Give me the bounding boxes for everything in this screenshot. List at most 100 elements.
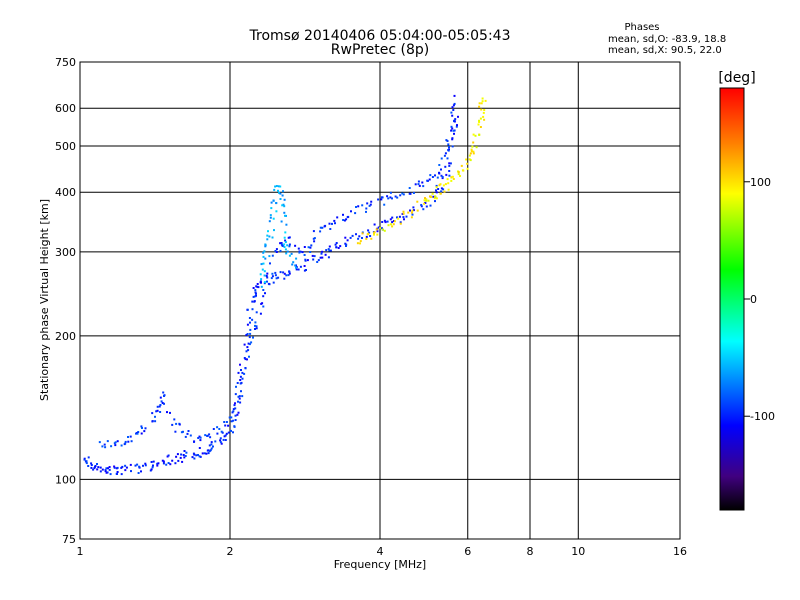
- data-point: [273, 229, 275, 232]
- data-point: [283, 236, 286, 239]
- data-point: [175, 422, 178, 425]
- data-point: [252, 295, 255, 298]
- data-point: [411, 209, 414, 212]
- data-point: [173, 418, 176, 421]
- x-tick-label: 4: [377, 545, 384, 558]
- data-point: [206, 449, 209, 452]
- data-point: [456, 124, 458, 127]
- data-point: [438, 164, 441, 166]
- data-point: [181, 460, 184, 463]
- data-point: [250, 341, 253, 344]
- data-point: [108, 468, 111, 471]
- data-point: [432, 195, 435, 198]
- data-point: [478, 105, 481, 108]
- data-point: [255, 292, 257, 295]
- data-point: [386, 195, 389, 198]
- data-point: [453, 102, 456, 105]
- data-point: [201, 452, 204, 455]
- data-point: [244, 367, 247, 370]
- stats-header: Phases: [624, 22, 659, 33]
- x-axis-label: Frequency [MHz]: [334, 558, 426, 571]
- data-point: [262, 251, 265, 254]
- data-point: [156, 464, 159, 467]
- data-point: [125, 466, 128, 469]
- data-point: [401, 213, 404, 215]
- data-point: [267, 230, 269, 233]
- data-point: [280, 242, 283, 244]
- data-point: [319, 256, 322, 259]
- data-point: [135, 432, 137, 435]
- data-point: [391, 225, 394, 228]
- data-point: [441, 176, 444, 178]
- data-point: [241, 377, 244, 380]
- data-point: [457, 171, 460, 174]
- data-point: [230, 416, 233, 419]
- data-point: [424, 202, 427, 204]
- data-point: [410, 216, 413, 219]
- data-point: [287, 274, 290, 277]
- data-point: [230, 429, 232, 432]
- data-point: [297, 247, 300, 250]
- data-point: [324, 224, 327, 227]
- data-point: [381, 221, 384, 223]
- data-point: [292, 261, 295, 264]
- data-point: [387, 197, 390, 200]
- data-point: [365, 210, 367, 213]
- data-point: [90, 466, 93, 469]
- data-point: [327, 256, 330, 259]
- data-point: [174, 462, 177, 465]
- data-point: [199, 436, 202, 439]
- data-point: [481, 100, 484, 103]
- data-point: [435, 189, 437, 192]
- data-point: [185, 451, 188, 454]
- data-point: [376, 233, 379, 236]
- data-point: [101, 468, 104, 471]
- data-point: [141, 427, 143, 429]
- stats-o: mean, sd,O: -83.9, 18.8: [608, 34, 726, 45]
- data-point: [452, 178, 455, 180]
- data-point: [440, 174, 443, 177]
- data-point: [447, 182, 450, 185]
- data-point: [224, 424, 227, 427]
- data-point: [344, 236, 347, 239]
- data-point: [284, 248, 287, 251]
- data-point: [191, 456, 194, 459]
- data-point: [279, 271, 282, 274]
- colorbar: [719, 87, 745, 511]
- data-point: [207, 452, 210, 455]
- data-point: [87, 456, 90, 459]
- data-point: [260, 263, 263, 266]
- data-point: [439, 183, 442, 186]
- data-point: [484, 99, 487, 102]
- data-point: [264, 243, 267, 246]
- data-point: [183, 456, 186, 459]
- data-point: [274, 250, 277, 252]
- data-point: [483, 109, 486, 111]
- data-point: [444, 152, 447, 155]
- data-point: [225, 421, 228, 423]
- data-point: [472, 150, 475, 153]
- data-point: [342, 213, 344, 216]
- data-point: [249, 332, 252, 335]
- data-point: [375, 228, 378, 231]
- data-point: [438, 171, 440, 174]
- data-point: [389, 218, 392, 221]
- data-point: [282, 203, 285, 206]
- data-point: [157, 462, 160, 465]
- data-point: [252, 336, 254, 339]
- data-point: [398, 215, 401, 218]
- data-point: [416, 209, 419, 212]
- data-point: [255, 311, 258, 314]
- data-point: [337, 247, 340, 249]
- grid-lines: [80, 62, 680, 539]
- data-point: [270, 207, 273, 210]
- data-point: [328, 222, 331, 225]
- data-point: [120, 444, 123, 447]
- data-point: [465, 158, 468, 161]
- data-point: [116, 471, 119, 473]
- data-point: [309, 251, 312, 253]
- data-point: [144, 427, 147, 430]
- data-point: [446, 157, 449, 160]
- data-point: [161, 459, 164, 462]
- data-point: [329, 228, 332, 230]
